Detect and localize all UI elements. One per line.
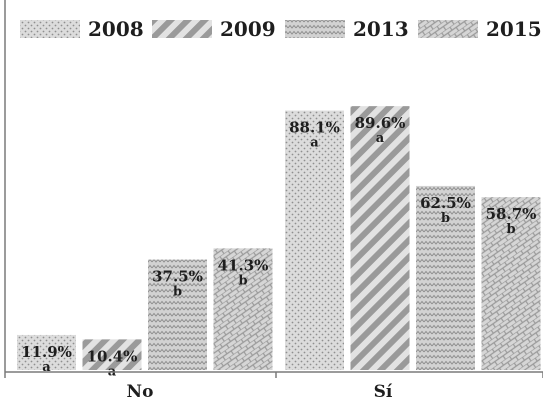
x-tick-label-No: No [127, 382, 154, 401]
bar-2015-No [213, 248, 273, 370]
significance-letter-2009-Sí: a [376, 131, 385, 146]
data-label-2008-No: 11.9% [21, 343, 72, 361]
bar-2009-No [82, 339, 142, 370]
legend-label-2015: 2015 [486, 17, 542, 41]
data-label-2013-Sí: 62.5% [420, 194, 471, 212]
significance-letter-2013-No: b [173, 285, 182, 300]
data-label-2008-Sí: 88.1% [289, 119, 340, 137]
bar-labels: 11.9%a10.4%a37.5%b41.3%b88.1%a89.6%a62.5… [21, 114, 536, 379]
data-label-2015-No: 41.3% [218, 256, 269, 274]
bar-2009-Sí [350, 106, 410, 371]
legend-swatch-2015 [418, 20, 478, 38]
significance-letter-2008-Sí: a [310, 136, 319, 151]
bar-2008-No [17, 334, 76, 370]
bar-2008-Sí [285, 110, 344, 370]
significance-letter-2008-No: a [42, 360, 51, 375]
legend-label-2013: 2013 [353, 17, 409, 41]
legend: 2008 2009 2013 2015 [20, 17, 542, 41]
legend-swatch-2008 [20, 20, 80, 38]
bar-2013-Sí [416, 185, 475, 370]
legend-label-2009: 2009 [220, 17, 276, 41]
significance-letter-2015-No: b [238, 273, 247, 288]
x-axis-ticks [4, 372, 543, 378]
data-label-2015-Sí: 58.7% [486, 205, 537, 223]
bars [17, 106, 541, 371]
data-label-2009-No: 10.4% [87, 347, 138, 365]
data-label-2009-Sí: 89.6% [355, 114, 406, 132]
significance-letter-2015-Sí: b [506, 222, 515, 237]
legend-swatch-2013 [285, 20, 345, 38]
legend-label-2008: 2008 [88, 17, 144, 41]
data-label-2013-No: 37.5% [152, 268, 203, 286]
bar-2015-Sí [481, 197, 541, 370]
bar-2013-No [148, 259, 207, 370]
significance-letter-2013-Sí: b [441, 211, 450, 226]
x-tick-label-Sí: Sí [374, 382, 393, 401]
legend-swatch-2009 [152, 20, 212, 38]
x-axis-labels: No Sí [127, 382, 393, 401]
